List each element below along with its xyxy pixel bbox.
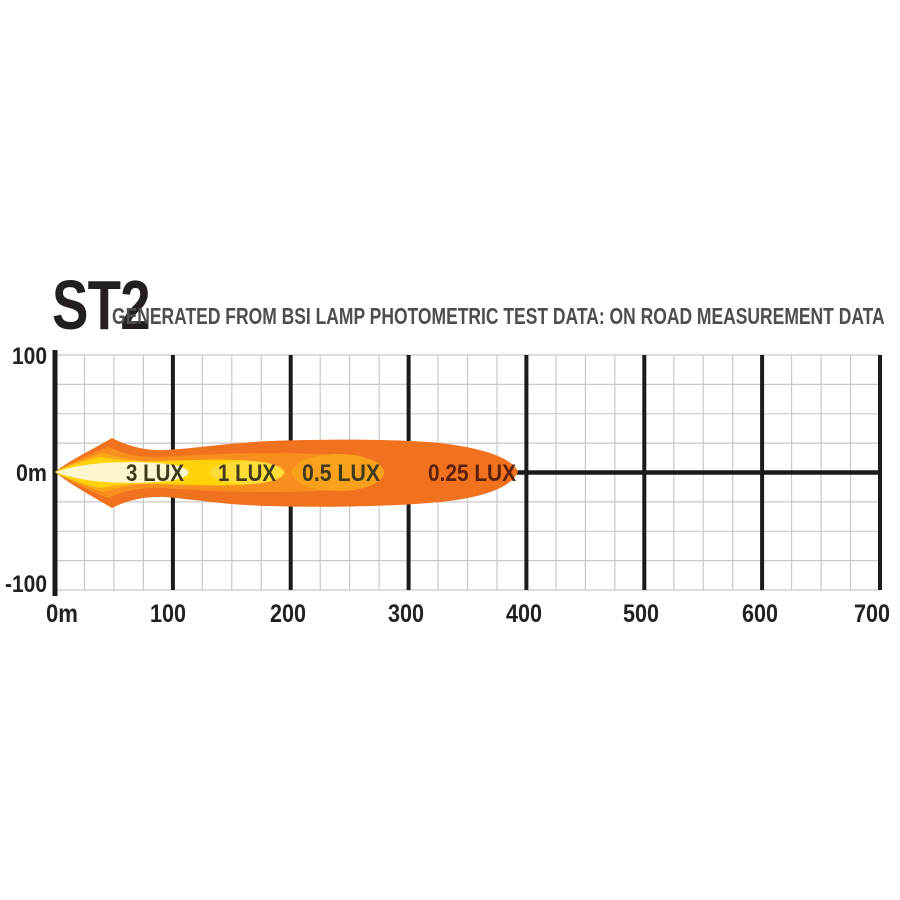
x-tick-500: 500	[623, 600, 659, 628]
y-tick-100: 100	[12, 343, 47, 370]
y-tick-0: 0m	[16, 460, 47, 487]
y-axis-labels: 100 0m -100	[5, 343, 47, 598]
beam-label-3lux: 3 LUX	[126, 460, 184, 487]
beam-label-1lux: 1 LUX	[218, 460, 276, 487]
x-tick-700: 700	[854, 600, 890, 628]
beam-label-0.25lux: 0.25 LUX	[428, 460, 516, 487]
x-tick-600: 600	[742, 600, 778, 628]
page-title: ST2	[52, 266, 151, 344]
label-halo-1lux	[210, 461, 284, 484]
x-tick-400: 400	[506, 600, 542, 628]
x-tick-0: 0m	[46, 600, 78, 628]
beam-contour-3lux	[55, 462, 189, 483]
beam-pattern-chart: 3 LUX 1 LUX 0.5 LUX 0.25 LUX 0m 100 200 …	[5, 343, 890, 628]
beam-plot: 3 LUX 1 LUX 0.5 LUX 0.25 LUX	[55, 438, 518, 508]
chart-subtitle: GENERATED FROM BSI LAMP PHOTOMETRIC TEST…	[112, 303, 885, 329]
x-tick-100: 100	[150, 600, 186, 628]
x-tick-200: 200	[270, 600, 306, 628]
label-halo-0.5lux	[292, 454, 384, 491]
beam-label-0.5lux: 0.5 LUX	[302, 460, 380, 487]
y-tick-neg100: -100	[5, 571, 47, 598]
x-tick-300: 300	[388, 600, 424, 628]
x-axis-labels: 0m 100 200 300 400 500 600 700	[46, 600, 890, 628]
